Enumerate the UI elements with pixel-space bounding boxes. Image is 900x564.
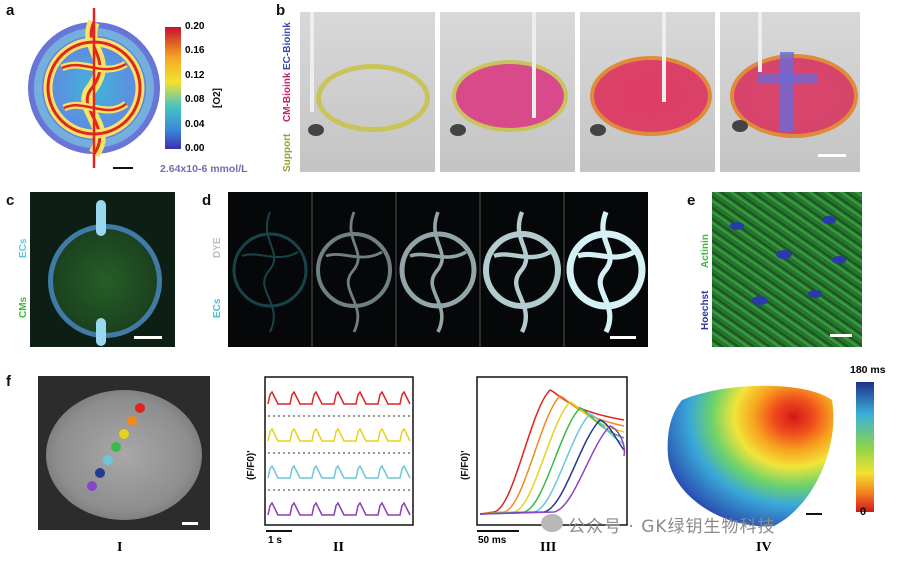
recording-site-dot	[127, 416, 137, 426]
scale-bar	[610, 336, 636, 339]
panel-f-label: f	[6, 373, 11, 390]
oxygen-map	[28, 8, 160, 168]
side-label-support: Support	[282, 133, 293, 172]
colorbar-tick-label: 0.20	[185, 21, 205, 32]
watermark: 公众号 · GK绿钥生物科技	[568, 517, 776, 537]
side-label-ecs: ECs	[18, 238, 29, 258]
recording-site-dot	[95, 468, 105, 478]
subpanel-label: IV	[756, 540, 772, 555]
scale-bar	[806, 513, 822, 515]
perfusion-frame	[399, 211, 477, 333]
calcium-trace	[267, 464, 411, 479]
upstroke-trace	[479, 407, 625, 515]
side-label-actinin: Actinin	[700, 234, 711, 268]
upstroke-trace	[479, 425, 626, 515]
colorbar-title: [O2]	[212, 88, 223, 108]
y-axis-label: (F/F0)'	[460, 450, 471, 480]
side-label-hoechst: Hoechst	[700, 290, 711, 330]
colorbar-tick-label: 0.04	[185, 119, 205, 130]
perfusion-frame	[566, 211, 646, 334]
perfusion-frame	[483, 211, 561, 333]
calcium-traces-II	[264, 376, 414, 526]
activation-upstrokes-III	[476, 376, 628, 526]
time-scale-bar	[477, 530, 519, 532]
upstroke-trace	[479, 419, 625, 515]
calcium-trace	[267, 427, 411, 442]
dye-perfusion-series	[228, 192, 648, 347]
activation-map-IV	[667, 385, 834, 527]
fluorescence-image-c	[30, 192, 175, 347]
recording-site-dot	[111, 442, 121, 452]
panel-a-label: a	[6, 2, 15, 19]
side-label-cm-bioink: CM-Bioink	[282, 72, 293, 122]
scale-bar	[182, 522, 198, 525]
perfusion-frame	[316, 211, 392, 333]
colorbar-tick-label: 0.08	[185, 94, 205, 105]
side-label-dye: DYE	[212, 237, 223, 258]
side-label-ec-bioink: EC-Bioink	[282, 22, 293, 70]
recording-site-dot	[103, 455, 113, 465]
calcium-trace	[267, 390, 411, 405]
scale-bar	[830, 334, 852, 337]
immunostain-image-e	[712, 192, 862, 347]
time-scale-label: 1 s	[268, 535, 282, 546]
bioprint-photo-4	[720, 12, 860, 172]
calcium-image-I	[38, 376, 210, 530]
subpanel-label: I	[117, 540, 123, 555]
perfusion-frame	[232, 211, 308, 333]
subpanel-label: II	[333, 540, 344, 555]
recording-site-dot	[119, 429, 129, 439]
recording-site-dot	[135, 403, 145, 413]
bioprint-photo-1	[300, 12, 435, 172]
upstroke-trace	[479, 413, 625, 515]
scale-bar	[134, 336, 162, 339]
wechat-icon	[541, 514, 563, 532]
bioprint-photo-3	[580, 12, 715, 172]
panel-b-label: b	[276, 2, 286, 19]
scale-bar	[818, 154, 846, 157]
colorbar-tick-label: 0.12	[185, 70, 205, 81]
bioprint-photo-2	[440, 12, 575, 172]
time-scale-label: 50 ms	[478, 535, 507, 546]
panel-e-label: e	[687, 192, 696, 209]
panel-d-label: d	[202, 192, 212, 209]
side-label-cms: CMs	[18, 296, 29, 318]
recording-site-dot	[87, 481, 97, 491]
colorbar-max-label: 180 ms	[850, 364, 886, 376]
panel-c-label: c	[6, 192, 15, 209]
time-scale-bar	[266, 530, 292, 532]
unit-text: 2.64x10-6 mmol/L	[160, 163, 248, 175]
side-label-ecs: ECs	[212, 298, 223, 318]
colorbar-min-label: 0	[860, 506, 867, 518]
y-axis-label: (F/F0)'	[246, 450, 257, 480]
activation-colorbar	[856, 382, 874, 512]
colorbar-tick-label: 0.16	[185, 45, 205, 56]
calcium-trace	[267, 501, 411, 516]
colorbar	[165, 27, 181, 149]
scale-bar	[113, 167, 133, 169]
colorbar-tick-label: 0.00	[185, 143, 205, 154]
subpanel-label: III	[540, 540, 557, 555]
